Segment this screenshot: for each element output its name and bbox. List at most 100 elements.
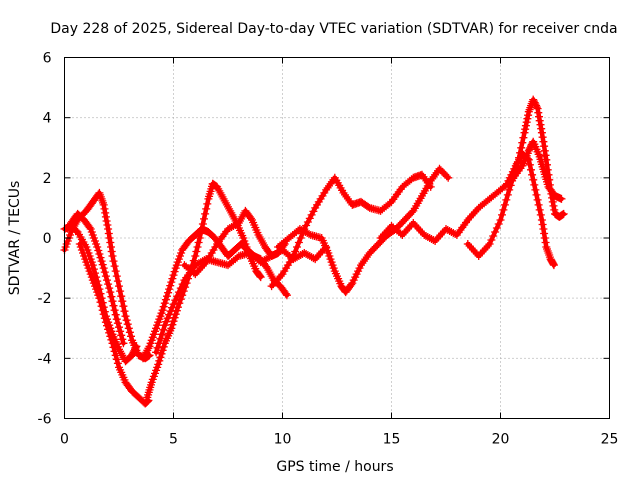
data-point [84,259,89,265]
data-point [498,187,503,193]
data-point [149,380,154,385]
data-point [180,247,185,253]
data-point [376,241,381,247]
data-point [389,223,394,229]
data-point [136,395,141,400]
data-point [419,172,425,177]
x-tick-label: 20 [492,432,510,448]
data-point [232,247,237,253]
data-point [97,190,102,196]
data-point [526,157,531,162]
data-point [136,353,141,358]
data-point [367,250,372,256]
data-point [504,181,510,186]
data-point [280,271,285,277]
data-point [193,262,198,268]
data-point [535,106,540,111]
x-tick-label: 15 [383,432,401,448]
data-point [548,256,553,262]
data-point [225,226,231,232]
data-point [539,130,545,135]
data-point [258,274,263,280]
y-tick-label: 4 [43,111,52,127]
data-point [265,265,270,271]
data-point [476,205,481,211]
data-point [367,205,372,211]
data-point [162,341,167,346]
data-point [121,341,126,346]
data-point [254,268,259,274]
series-arc-3 [75,240,153,408]
x-tick-label: 0 [60,432,69,448]
data-point [487,196,492,202]
data-point [210,181,215,186]
data-point [551,262,557,268]
y-tick-label: -4 [38,351,52,367]
data-point [116,283,122,289]
y-axis-label: SDTVAR / TECUs [7,181,23,296]
data-point [101,265,106,271]
data-point [123,359,128,364]
data-point [544,157,549,162]
data-point [269,253,274,259]
y-tick-label: 2 [43,171,52,187]
data-point [214,241,220,247]
data-point [206,229,211,235]
data-point [110,253,115,259]
data-point [552,211,558,217]
data-point [378,235,383,241]
data-point [297,226,303,232]
data-point [291,253,296,259]
data-point [432,238,438,244]
data-point [302,226,307,232]
data-point [162,323,167,328]
series-plus-markers [60,222,141,366]
data-point [541,169,547,174]
data-point [507,187,512,193]
data-point [143,401,148,406]
data-point [219,244,224,250]
x-tick-label: 5 [169,432,178,448]
series-arc-2 [60,222,141,366]
data-point [350,280,355,286]
data-point [400,232,405,238]
data-point [278,283,283,289]
data-point [166,286,172,292]
data-point [465,241,470,247]
data-point [182,262,187,268]
data-point [419,193,425,199]
data-point [422,232,427,238]
data-point [262,244,268,250]
data-point [110,341,115,346]
data-point [214,259,220,265]
data-point [358,262,364,268]
data-point [114,317,120,322]
data-point [526,148,531,153]
data-point [343,289,348,295]
series-arc-13 [503,149,558,270]
data-point [108,289,113,295]
data-point [160,308,165,313]
data-point [95,244,100,250]
data-point [186,238,191,244]
data-point [520,151,525,156]
data-point [171,302,176,307]
series-arc-9 [274,164,453,297]
y-tick-label: -6 [38,412,52,428]
data-point [103,320,109,325]
data-point [77,241,83,247]
data-point [411,175,416,180]
data-point [498,217,503,223]
data-point [302,250,307,256]
data-point [153,326,159,331]
data-point [75,211,80,217]
data-point [557,214,562,220]
data-point [90,262,96,268]
data-point [238,241,244,247]
data-point [402,217,407,223]
data-point [225,262,231,268]
data-point [241,235,246,241]
data-point [204,259,209,265]
data-point [358,199,364,205]
data-point [175,305,181,310]
